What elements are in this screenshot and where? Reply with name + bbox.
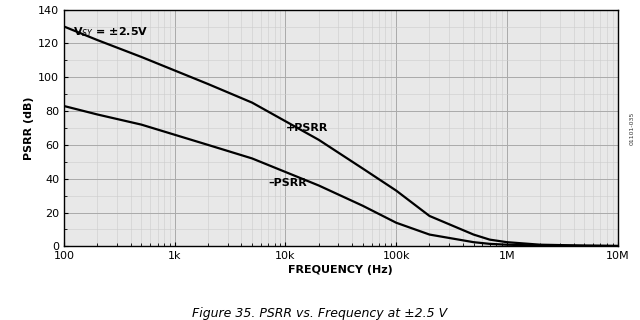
Text: V$_{SY}$ = ±2.5V: V$_{SY}$ = ±2.5V	[73, 25, 148, 39]
Text: +PSRR: +PSRR	[285, 124, 328, 133]
X-axis label: FREQUENCY (Hz): FREQUENCY (Hz)	[289, 265, 393, 276]
Y-axis label: PSRR (dB): PSRR (dB)	[24, 96, 34, 160]
Text: Figure 35. PSRR vs. Frequency at ±2.5 V: Figure 35. PSRR vs. Frequency at ±2.5 V	[193, 307, 447, 320]
Text: –PSRR: –PSRR	[268, 178, 307, 188]
Text: 01101-035: 01101-035	[630, 111, 635, 145]
